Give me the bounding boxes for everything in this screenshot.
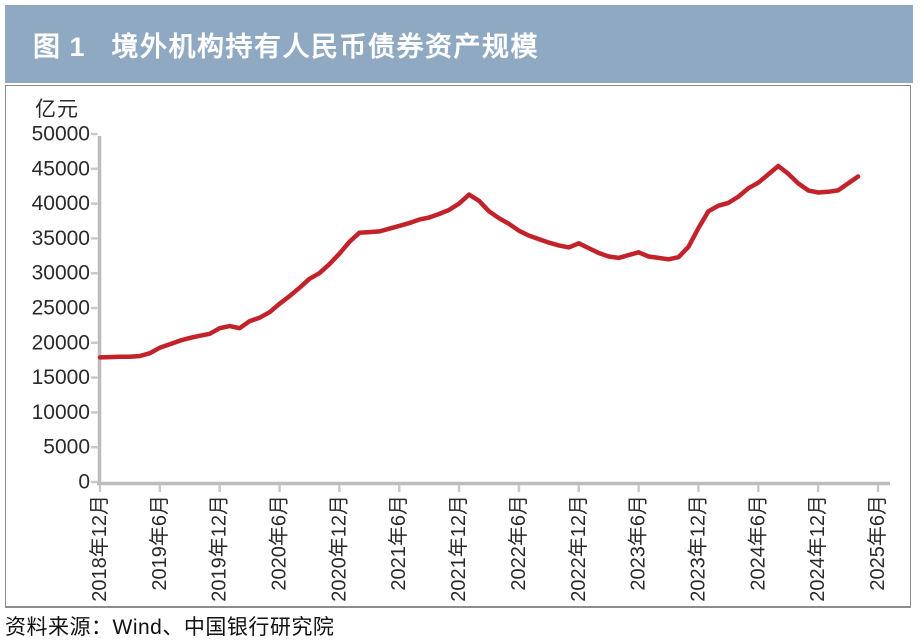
x-tick-label: 2019年6月 (148, 495, 171, 591)
x-tick-label: 2023年12月 (686, 495, 709, 602)
y-tick-label: 50000 (32, 123, 90, 146)
line-chart: 0 5000 10000 15000 20000 25000 30000 35000 40000… (32, 123, 890, 602)
x-tick-label: 2019年12月 (208, 495, 231, 602)
y-tick-label: 10000 (32, 401, 90, 424)
x-tick-label: 2021年6月 (387, 495, 410, 591)
figure-header: 图 1 境外机构持有人民币债券资产规模 (5, 5, 913, 83)
series-line (97, 163, 861, 360)
y-tick-label: 20000 (32, 331, 90, 354)
y-tick-label: 5000 (43, 436, 90, 459)
figure-title: 境外机构持有人民币债券资产规模 (111, 31, 540, 62)
x-tick-label: 2023年6月 (627, 495, 650, 591)
y-tick-label: 45000 (32, 157, 90, 180)
source-note: 资料来源：Wind、中国银行研究院 (5, 616, 335, 639)
x-tick-label: 2024年6月 (746, 495, 769, 591)
x-tick-label: 2025年6月 (866, 495, 889, 591)
x-tick-label: 2018年12月 (88, 495, 111, 602)
y-tick-label: 35000 (32, 227, 90, 250)
x-tick-label: 2020年6月 (268, 495, 291, 591)
y-tick-label: 25000 (32, 297, 90, 320)
y-tick-label: 30000 (32, 262, 90, 285)
y-tick-label: 40000 (32, 192, 90, 215)
figure-label: 图 1 (33, 31, 86, 62)
x-tick-label: 2020年12月 (327, 495, 350, 602)
x-tick-label: 2021年12月 (447, 495, 470, 602)
y-tick-label: 15000 (32, 366, 90, 389)
x-tick-label: 2022年6月 (507, 495, 530, 591)
chart-panel: 0 5000 10000 15000 20000 25000 30000 35000 40000… (5, 85, 911, 608)
y-axis-unit-label: 亿元 (35, 98, 79, 121)
x-tick-label: 2022年12月 (567, 495, 590, 602)
y-tick-label: 0 (78, 471, 90, 494)
x-tick-label: 2024年12月 (806, 495, 829, 602)
